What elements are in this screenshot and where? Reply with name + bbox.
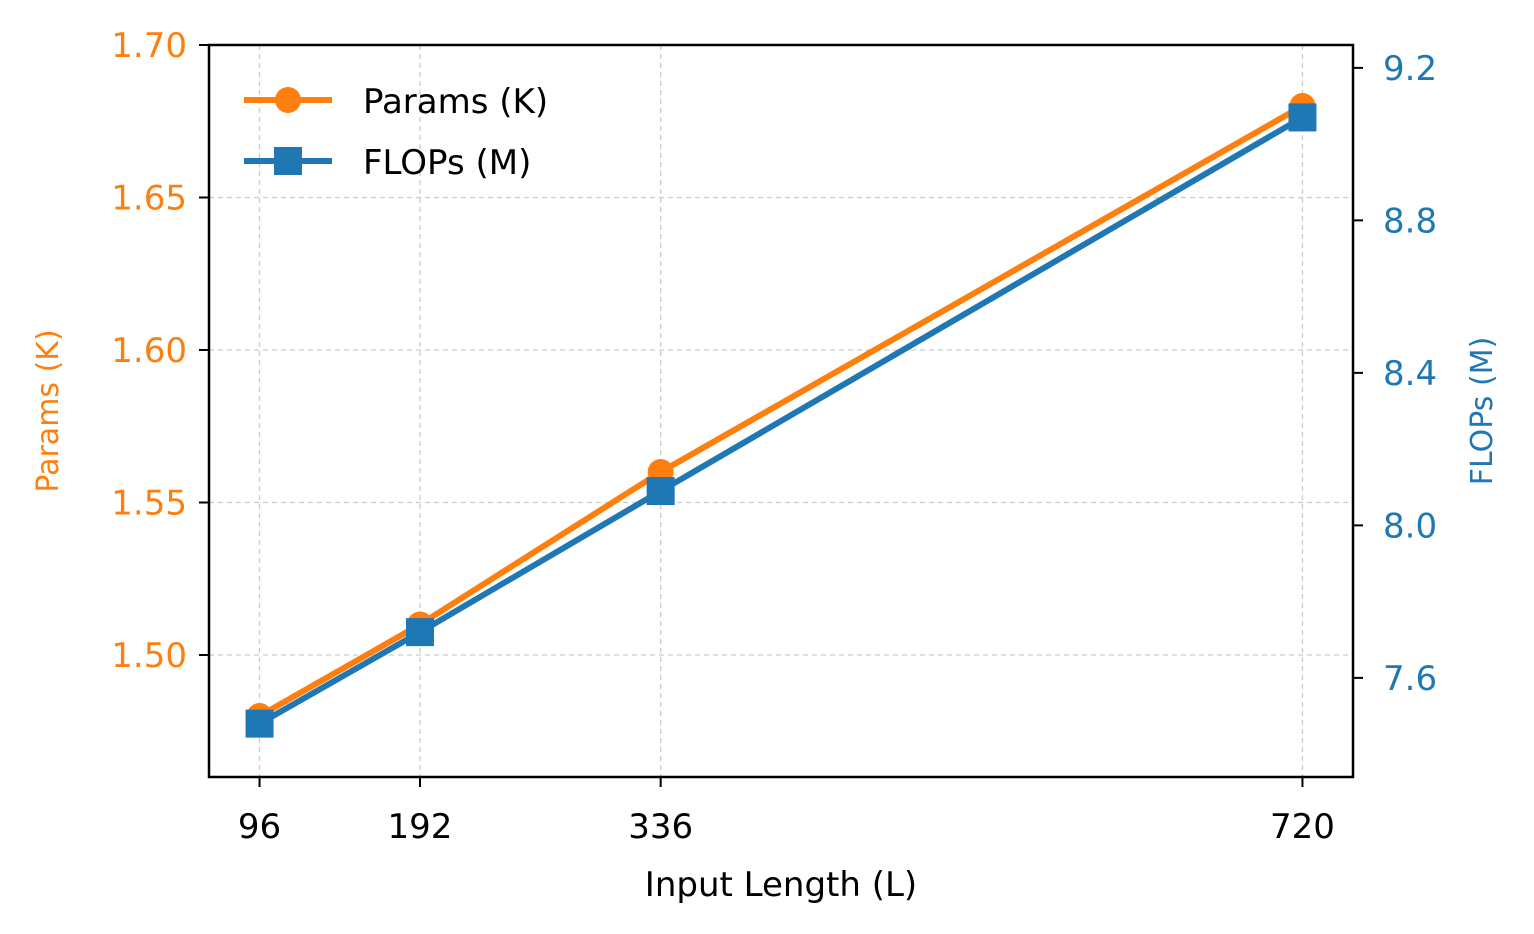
legend: Params (K) FLOPs (M) bbox=[244, 82, 548, 183]
legend-label-params: Params (K) bbox=[363, 82, 548, 122]
right-y-tick-label: 8.4 bbox=[1383, 354, 1437, 394]
x-tick-label: 192 bbox=[388, 807, 453, 847]
left-y-tick-label: 1.65 bbox=[111, 179, 187, 219]
data-point-flops bbox=[405, 618, 434, 647]
right-y-tick-label: 9.2 bbox=[1383, 49, 1437, 89]
series-line-flops bbox=[256, 114, 1306, 727]
legend-marker-flops bbox=[274, 147, 302, 175]
legend-entry-params: Params (K) bbox=[244, 82, 548, 122]
legend-label-flops: FLOPs (M) bbox=[363, 143, 531, 183]
plot-frame bbox=[207, 43, 1355, 779]
right-y-axis-label: FLOPs (M) bbox=[1465, 337, 1500, 486]
series-line-params bbox=[256, 103, 1306, 719]
right-y-tick-label: 8.0 bbox=[1383, 506, 1437, 546]
x-axis: 96 192 336 720 bbox=[238, 777, 1335, 847]
right-y-tick-label: 7.6 bbox=[1383, 659, 1437, 699]
data-point-flops bbox=[1288, 103, 1317, 132]
legend-entry-flops: FLOPs (M) bbox=[244, 143, 531, 183]
left-y-tick-label: 1.55 bbox=[111, 484, 187, 524]
left-y-axis-label: Params (K) bbox=[31, 329, 66, 492]
data-point-flops bbox=[245, 709, 274, 738]
series-layer bbox=[245, 93, 1317, 738]
left-y-tick-label: 1.70 bbox=[111, 26, 187, 66]
legend-marker-params bbox=[275, 87, 301, 113]
left-y-tick-label: 1.60 bbox=[111, 331, 187, 371]
right-y-axis: 7.6 8.0 8.4 8.8 9.2 bbox=[1353, 49, 1437, 699]
x-axis-label: Input Length (L) bbox=[645, 865, 917, 905]
left-y-tick-label: 1.50 bbox=[111, 636, 187, 676]
right-y-tick-label: 8.8 bbox=[1383, 201, 1437, 241]
x-tick-label: 96 bbox=[238, 807, 281, 847]
left-y-axis: 1.50 1.55 1.60 1.65 1.70 bbox=[111, 26, 209, 676]
data-point-flops bbox=[646, 477, 675, 506]
x-tick-label: 720 bbox=[1270, 807, 1335, 847]
x-tick-label: 336 bbox=[628, 807, 693, 847]
